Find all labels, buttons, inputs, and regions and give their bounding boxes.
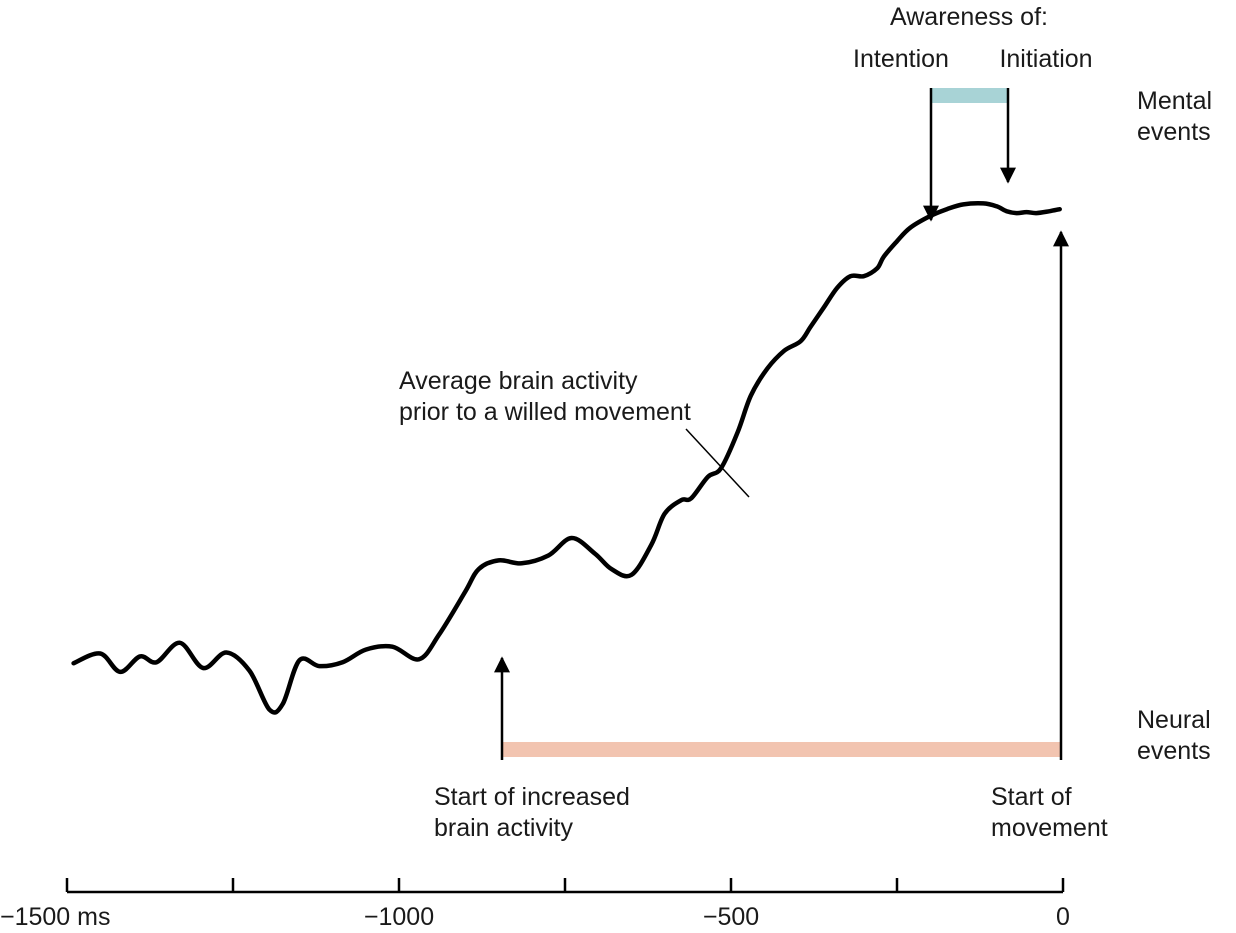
neural-events-label-line-2: events — [1137, 737, 1211, 765]
mental-events-label-line-2: events — [1137, 118, 1211, 146]
start-movement-label-line-2: movement — [991, 814, 1108, 842]
curve-annotation-line-1: Average brain activity — [399, 367, 638, 395]
curve-annotation-leader — [685, 428, 750, 498]
mental-events-label-line-1: Mental — [1137, 87, 1212, 115]
neural-events-bar — [502, 742, 1061, 757]
initiation-label: Initiation — [999, 45, 1092, 73]
start-increase-label-line-2: brain activity — [434, 814, 573, 842]
curve-annotation-line-2: prior to a willed movement — [399, 398, 691, 426]
time-axis: −1500 ms −1000 −500 0 — [0, 878, 1070, 931]
intention-label: Intention — [853, 45, 949, 73]
awareness-title: Awareness of: — [890, 3, 1048, 31]
start-movement-label-line-1: Start of — [991, 783, 1072, 811]
mental-events-bar — [931, 88, 1008, 103]
axis-tick-label: −1000 — [364, 903, 434, 931]
start-increase-label-line-1: Start of increased — [434, 783, 630, 811]
axis-tick-label: −1500 ms — [0, 903, 111, 931]
neural-events-label-line-1: Neural — [1137, 706, 1211, 734]
axis-tick-label: 0 — [1056, 903, 1070, 931]
brain-activity-curve — [71, 201, 1062, 715]
axis-tick-label: −500 — [703, 903, 759, 931]
